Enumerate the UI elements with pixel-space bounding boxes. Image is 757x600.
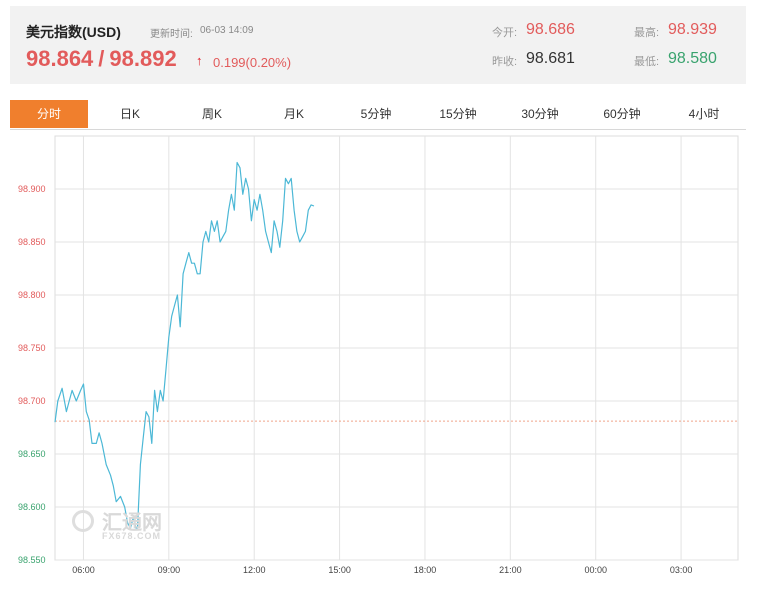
tab-weekly[interactable]: 周K xyxy=(201,107,222,121)
tab-15min[interactable]: 15分钟 xyxy=(439,107,477,121)
prev-close-label: 昨收: xyxy=(492,56,518,68)
price-display: 98.864/98.892 xyxy=(26,46,177,72)
y-tick-label: 98.800 xyxy=(18,290,46,300)
open-value: 98.686 xyxy=(526,21,575,38)
tab-4hour[interactable]: 4小时 xyxy=(688,107,720,121)
low-value: 98.580 xyxy=(668,50,717,67)
chart-svg: 98.900 98.850 98.800 98.750 98.700 98.650 98.6… xyxy=(18,135,739,575)
high-label: 最高: xyxy=(634,27,660,39)
timeframe-tabs: 分时 日K 周K 月K 5分钟 15分钟 30分钟 60分钟 4小时 xyxy=(10,100,746,130)
ask-price: 98.892 xyxy=(109,46,177,71)
x-tick-label: 00:00 xyxy=(584,565,607,575)
update-time: 06-03 14:09 xyxy=(200,25,254,36)
price-change: 0.199(0.20%) xyxy=(213,55,292,70)
x-tick-label: 21:00 xyxy=(499,565,522,575)
update-time-label: 更新时间: xyxy=(150,29,193,40)
tab-30min[interactable]: 30分钟 xyxy=(521,107,559,121)
bid-price: 98.864 xyxy=(26,46,94,71)
y-tick-label: 98.750 xyxy=(18,343,46,353)
y-tick-label: 98.900 xyxy=(18,184,46,194)
watermark-logo-icon xyxy=(72,510,94,532)
x-tick-label: 18:00 xyxy=(414,565,437,575)
x-tick-label: 06:00 xyxy=(72,565,95,575)
tab-5min[interactable]: 5分钟 xyxy=(360,107,392,121)
open-label: 今开: xyxy=(492,27,518,39)
low-label: 最低: xyxy=(634,56,660,68)
instrument-name: 美元指数(USD) xyxy=(26,24,121,40)
tab-60min[interactable]: 60分钟 xyxy=(603,107,641,121)
quote-panel: 美元指数(USD) 更新时间: 06-03 14:09 98.864/98.89… xyxy=(10,6,746,84)
high-value: 98.939 xyxy=(668,21,717,38)
up-arrow-icon: ↑ xyxy=(196,53,203,68)
watermark-subtext: FX678.COM xyxy=(102,531,162,541)
tab-monthly[interactable]: 月K xyxy=(283,107,304,121)
x-tick-label: 15:00 xyxy=(328,565,351,575)
x-tick-label: 12:00 xyxy=(243,565,266,575)
y-tick-label: 98.600 xyxy=(18,502,46,512)
y-tick-label: 98.700 xyxy=(18,396,46,406)
x-tick-label: 03:00 xyxy=(670,565,693,575)
intraday-chart[interactable]: 98.900 98.850 98.800 98.750 98.700 98.650 98.6… xyxy=(0,130,757,578)
y-tick-label: 98.650 xyxy=(18,449,46,459)
prev-close-value: 98.681 xyxy=(526,50,575,67)
y-tick-label: 98.850 xyxy=(18,237,46,247)
x-tick-label: 09:00 xyxy=(158,565,181,575)
price-separator: / xyxy=(98,46,105,71)
price-line xyxy=(54,161,315,529)
tab-daily[interactable]: 日K xyxy=(119,107,140,121)
watermark-text: 汇通网 xyxy=(102,512,162,534)
tab-intraday[interactable]: 分时 xyxy=(10,100,88,128)
y-tick-label: 98.550 xyxy=(18,555,46,565)
